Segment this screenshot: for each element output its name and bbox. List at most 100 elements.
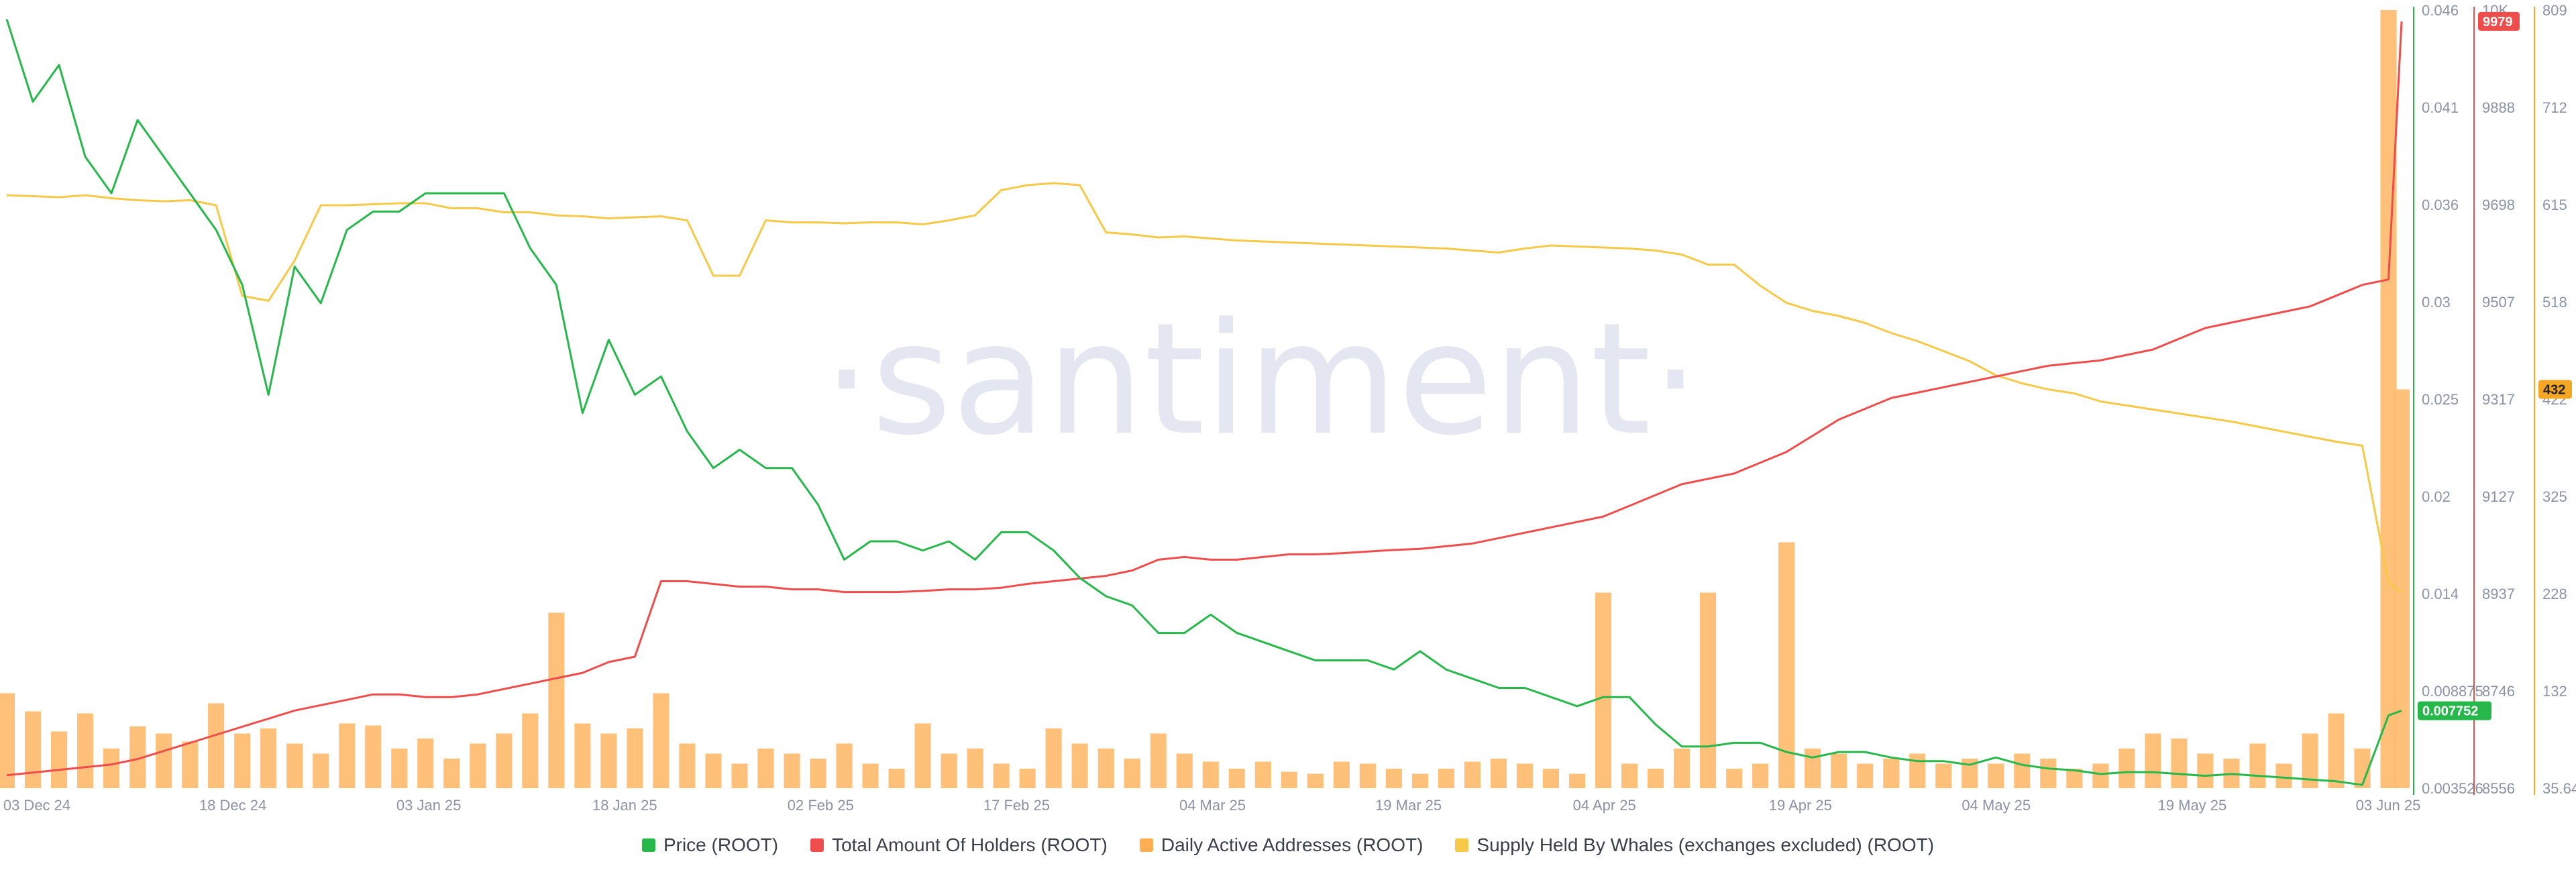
- daa-bar: [757, 749, 774, 788]
- daa-bar: [522, 713, 539, 788]
- daa-bar: [1150, 733, 1167, 788]
- daa-tick-label: 518: [2542, 294, 2567, 311]
- x-tick-label: 03 Jun 25: [2356, 797, 2421, 814]
- price-tick-label: 0.03: [2422, 294, 2451, 311]
- daa-bar: [1648, 769, 1664, 788]
- daa-bar: [391, 749, 408, 788]
- daa-bar: [1333, 761, 1350, 788]
- daa-bar: [1124, 759, 1140, 788]
- daa-bar: [2014, 753, 2031, 788]
- daa-bar: [784, 753, 800, 788]
- daa-bar: [260, 728, 277, 788]
- daa-bar: [2249, 743, 2266, 788]
- daa-tick-label: 228: [2542, 586, 2567, 602]
- legend-label-holders: Total Amount Of Holders (ROOT): [832, 834, 1108, 855]
- daa-bar: [810, 759, 826, 788]
- holders-tick-label: 8746: [2482, 683, 2515, 700]
- holders-tick-label: 8556: [2482, 780, 2515, 797]
- holders-line[interactable]: [6, 21, 2403, 777]
- holders-tick-label: 9698: [2482, 197, 2515, 213]
- daa-bar: [2171, 739, 2188, 788]
- legend-label-daa: Daily Active Addresses (ROOT): [1161, 834, 1424, 855]
- daa-bar: [1019, 769, 1036, 788]
- price-tick-label: 0.036: [2422, 197, 2459, 213]
- daa-bar: [313, 753, 329, 788]
- legend-swatch-holders: [810, 838, 824, 852]
- daa-bar: [653, 693, 669, 788]
- x-tick-label: 03 Dec 24: [3, 797, 70, 814]
- daa-bar: [1490, 759, 1507, 788]
- x-tick-label: 18 Dec 24: [199, 797, 266, 814]
- legend-swatch-whales: [1455, 838, 1469, 852]
- daa-bar: [51, 731, 68, 788]
- daa-bar: [836, 743, 853, 788]
- legend-item-price[interactable]: Price (ROOT): [641, 834, 779, 856]
- x-tick-label: 19 Mar 25: [1375, 797, 1442, 814]
- daa-bar: [1621, 763, 1638, 788]
- daa-bar: [286, 743, 303, 788]
- daa-bar: [862, 763, 879, 788]
- daa-bar: [1542, 769, 1559, 788]
- daa-bar: [1045, 728, 1062, 788]
- daa-bar: [103, 749, 120, 788]
- x-tick-label: 03 Jan 25: [396, 797, 462, 814]
- daa-bar: [731, 763, 748, 788]
- daa-bar: [600, 733, 617, 788]
- axes: 03 Dec 24 18 Dec 24 03 Jan 25 18 Jan 25 02 F…: [3, 2, 2576, 814]
- daa-bar: [1805, 749, 1821, 788]
- legend-item-daa[interactable]: Daily Active Addresses (ROOT): [1139, 834, 1424, 856]
- daa-bar: [77, 713, 94, 788]
- daa-bar: [1385, 769, 1402, 788]
- legend-label-price: Price (ROOT): [663, 834, 779, 855]
- holders-value-badge-text: 9979: [2483, 15, 2513, 30]
- daa-bar: [470, 743, 486, 788]
- daa-bar: [1411, 773, 1428, 788]
- daa-bar: [2040, 759, 2057, 788]
- x-tick-label: 19 May 25: [2158, 797, 2227, 814]
- legend-label-whales: Supply Held By Whales (exchanges exclude…: [1477, 834, 1935, 855]
- legend-swatch-price: [641, 838, 655, 852]
- series-lines: [5, 19, 2403, 786]
- holders-tick-label: 9317: [2482, 391, 2515, 408]
- legend-item-holders[interactable]: Total Amount Of Holders (ROOT): [810, 834, 1108, 856]
- daa-bar: [208, 703, 225, 788]
- daa-bar: [2118, 749, 2135, 788]
- daa-bar: [888, 769, 905, 788]
- x-tick-label: 19 Apr 25: [1769, 797, 1832, 814]
- daa-bar: [1176, 753, 1193, 788]
- daa-bar: [2197, 753, 2214, 788]
- price-value-badge-text: 0.007752: [2422, 704, 2478, 719]
- daa-bar: [1857, 763, 1874, 788]
- daa-bar: [1700, 592, 1717, 788]
- daa-tick-label: 132: [2542, 683, 2567, 700]
- daa-bar: [1281, 771, 1297, 788]
- daa-bar: [339, 723, 356, 788]
- daa-bar: [1752, 763, 1769, 788]
- whales-supply-line[interactable]: [6, 182, 2402, 594]
- legend-item-whales[interactable]: Supply Held By Whales (exchanges exclude…: [1455, 834, 1934, 856]
- legend-swatch-daa: [1139, 838, 1153, 852]
- daa-bar: [1935, 763, 1952, 788]
- daa-tick-label: 35.64: [2542, 780, 2576, 797]
- santiment-watermark: ·santiment·: [822, 290, 1700, 470]
- daa-tick-label: 809: [2542, 2, 2567, 19]
- daa-bar: [496, 733, 513, 788]
- price-tick-label: 0.02: [2422, 488, 2451, 505]
- daa-bar: [993, 763, 1010, 788]
- daa-bar: [182, 741, 199, 788]
- price-tick-label: 0.008875: [2422, 683, 2483, 700]
- daa-bar: [417, 739, 434, 788]
- daa-bar: [1595, 592, 1612, 788]
- daa-bar: [548, 612, 565, 788]
- daa-bar: [705, 753, 722, 788]
- daa-bar: [1202, 761, 1219, 788]
- price-line[interactable]: [5, 19, 2402, 786]
- price-tick-label: 0.003526: [2422, 780, 2483, 797]
- daa-bar: [25, 711, 42, 788]
- daa-bar: [156, 733, 172, 788]
- daa-bar: [2275, 763, 2292, 788]
- x-tick-label: 04 May 25: [1962, 797, 2031, 814]
- daa-bar: [1359, 763, 1376, 788]
